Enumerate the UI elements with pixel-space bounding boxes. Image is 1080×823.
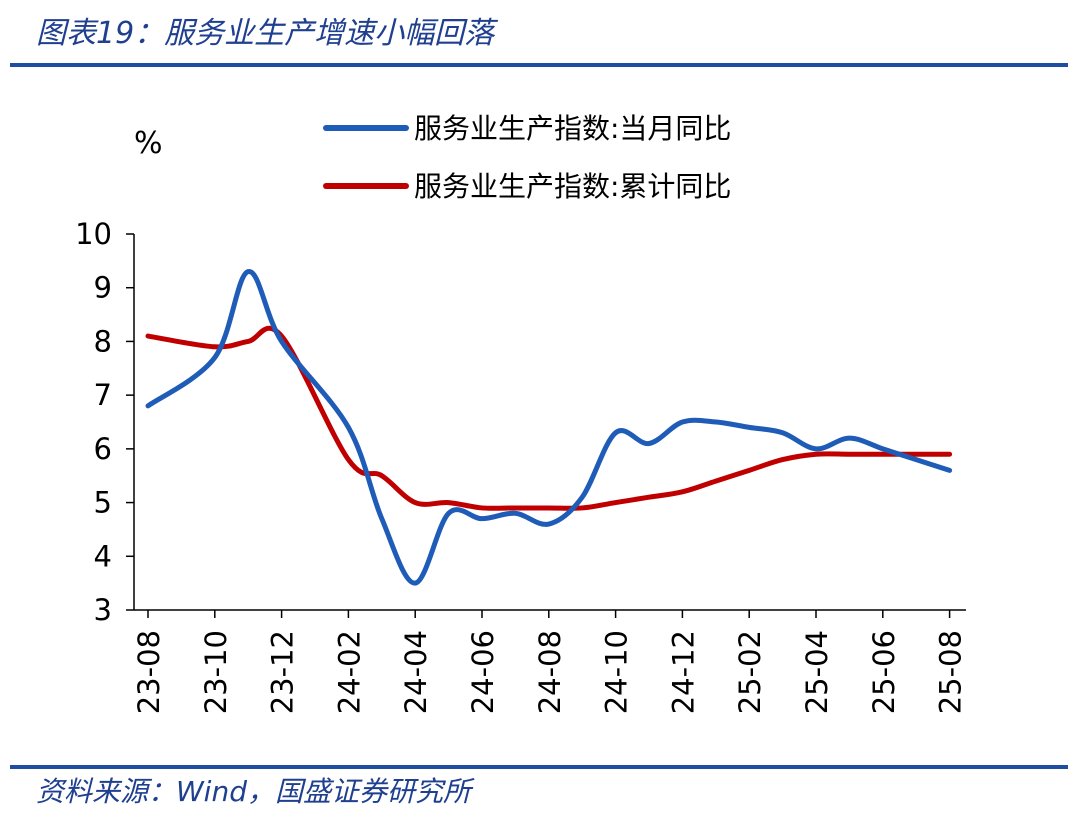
y-tick-label: 6: [94, 432, 112, 466]
x-tick-label: 25-04: [800, 630, 834, 714]
x-tick-label: 23-08: [132, 630, 166, 714]
y-tick-label: 4: [94, 539, 112, 573]
x-tick-label: 24-06: [466, 630, 500, 714]
x-tick-label: 24-12: [666, 630, 700, 714]
x-tick-label: 23-10: [199, 630, 233, 714]
x-tick-label: 23-12: [266, 630, 300, 714]
top-rule: [10, 63, 1068, 67]
x-tick-label: 25-02: [733, 630, 767, 714]
source-note: 资料来源：Wind，国盛证券研究所: [36, 775, 471, 808]
legend-label: 服务业生产指数:当月同比: [414, 112, 731, 145]
x-tick-label: 25-06: [867, 630, 901, 714]
bottom-rule: [10, 765, 1068, 769]
series-line-2: [145, 325, 953, 511]
series-line-1: [145, 269, 953, 586]
y-tick-label: 3: [94, 593, 112, 627]
y-unit-label: %: [134, 126, 163, 161]
x-tick-label: 24-10: [600, 630, 634, 714]
x-tick-label: 24-04: [399, 630, 433, 714]
figure-title: 图表19：服务业生产增速小幅回落: [36, 16, 495, 51]
series-lines: [145, 269, 953, 586]
legend-label: 服务业生产指数:累计同比: [414, 170, 731, 203]
x-tick-label: 25-08: [934, 630, 968, 714]
y-tick-label: 10: [75, 217, 112, 251]
y-tick-label: 5: [94, 486, 112, 520]
y-tick-label: 8: [94, 324, 112, 358]
x-tick-label: 24-02: [332, 630, 366, 714]
y-tick-label: 9: [94, 271, 112, 305]
x-tick-label: 24-08: [533, 630, 567, 714]
y-tick-label: 7: [94, 378, 112, 412]
axes: 3 4 5 6 7 8 9 10 23-08 23-10 23-12 24-02 24-04 24-06 2…: [75, 217, 968, 714]
